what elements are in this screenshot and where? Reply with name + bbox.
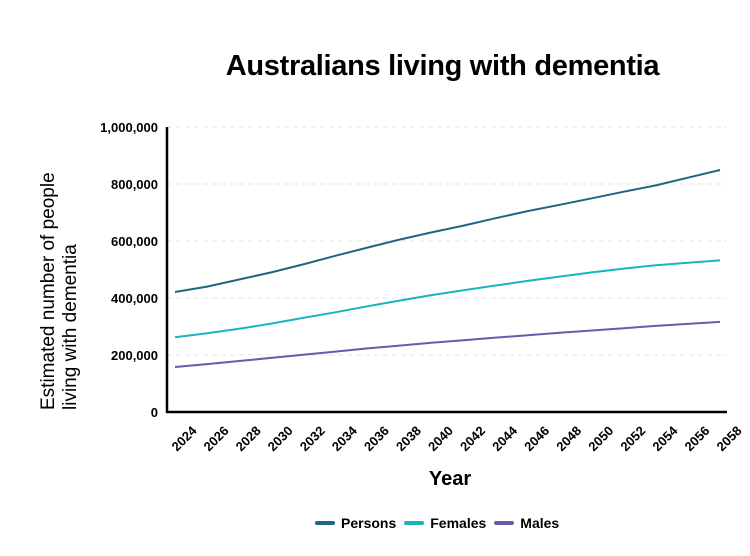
x-axis-title: Year xyxy=(428,468,472,490)
x-tick-label: 2056 xyxy=(681,423,712,454)
x-tick-label: 2036 xyxy=(361,423,392,454)
y-tick-label: 800,000 xyxy=(111,177,158,192)
y-tick-label: 200,000 xyxy=(111,348,158,363)
x-tick-label: 2044 xyxy=(489,423,521,455)
x-tick-label: 2046 xyxy=(521,423,552,454)
x-tick-label: 2042 xyxy=(457,423,488,454)
x-tick-label: 2028 xyxy=(233,423,264,454)
legend-item-females: Females xyxy=(404,515,486,531)
legend: Persons Females Males xyxy=(315,515,567,531)
x-tick-label: 2048 xyxy=(553,423,584,454)
legend-label-females: Females xyxy=(430,515,487,531)
x-tick-label: 2058 xyxy=(714,423,745,454)
x-tick-label: 2030 xyxy=(265,423,296,454)
x-tick-label: 2050 xyxy=(585,423,616,454)
legend-swatch-females xyxy=(404,521,425,525)
x-tick-label: 2052 xyxy=(617,423,648,454)
legend-swatch-males xyxy=(494,521,515,525)
x-tick-label: 2038 xyxy=(393,423,424,454)
legend-label-persons: Persons xyxy=(341,515,397,531)
x-tick-label: 2034 xyxy=(329,423,361,455)
legend-item-persons: Persons xyxy=(315,515,396,531)
x-tick-label: 2054 xyxy=(649,423,681,455)
series-line-persons xyxy=(174,169,721,293)
x-tick-label: 2026 xyxy=(201,423,232,454)
x-tick-label: 2024 xyxy=(169,423,201,455)
y-tick-label: 600,000 xyxy=(111,234,158,249)
series-line-females xyxy=(174,259,721,339)
x-tick-label: 2032 xyxy=(297,423,328,454)
y-tick-label: 0 xyxy=(151,405,158,420)
y-tick-label: 1,000,000 xyxy=(100,120,158,135)
chart-title: Australians living with dementia xyxy=(225,50,660,82)
legend-swatch-persons xyxy=(315,521,335,525)
series-line-males xyxy=(174,320,721,368)
legend-item-males: Males xyxy=(494,515,559,531)
x-tick-label: 2040 xyxy=(425,423,456,454)
y-tick-label: 400,000 xyxy=(111,291,158,306)
legend-label-males: Males xyxy=(520,515,560,531)
